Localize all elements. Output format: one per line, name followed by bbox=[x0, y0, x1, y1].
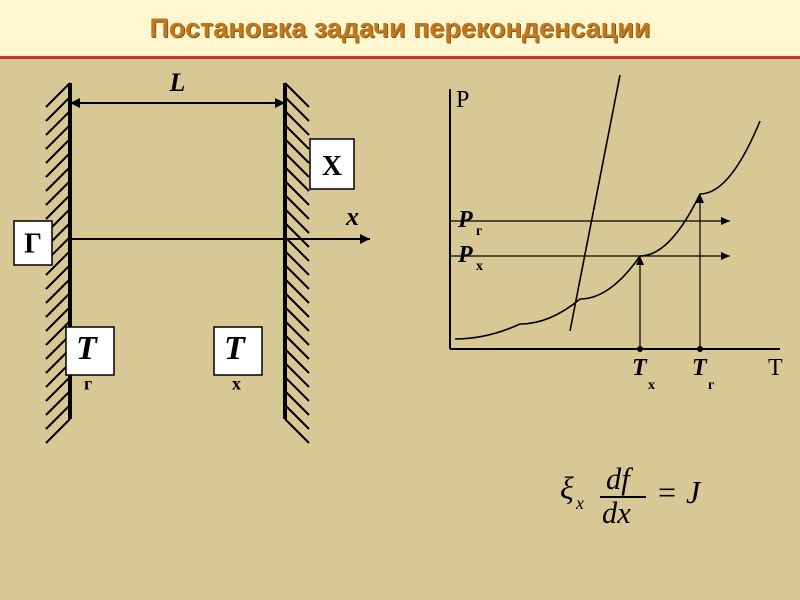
Tg-label: T bbox=[692, 355, 708, 381]
eq-num: df bbox=[606, 462, 633, 496]
eq-xi: ξ bbox=[560, 470, 574, 506]
x-label: x bbox=[345, 202, 359, 231]
title-text: Постановка задачи переконденсации bbox=[0, 0, 800, 56]
P-axis-label: P bbox=[456, 87, 469, 113]
Tx-sub: х bbox=[648, 378, 655, 393]
T-chi-sub: х bbox=[232, 374, 241, 394]
Tx-label: T bbox=[632, 355, 648, 381]
Pg-sub: г bbox=[476, 224, 482, 239]
Tg-sub: г bbox=[708, 378, 714, 393]
eq-xi-sub: x bbox=[575, 493, 584, 513]
T-axis-label: T bbox=[768, 355, 783, 381]
chi-label: Х bbox=[322, 151, 342, 182]
eq-J: J bbox=[686, 474, 702, 510]
steep-line bbox=[570, 75, 620, 331]
eq-den: dx bbox=[602, 496, 631, 530]
gamma-label: Г bbox=[24, 229, 42, 260]
main-area: LxГХTгTхPTTхTгPхPгξxdfdx=J bbox=[0, 59, 800, 600]
title-band: Постановка задачи переконденсации bbox=[0, 0, 800, 56]
Px-label: P bbox=[457, 242, 473, 268]
main-svg: LxГХTгTхPTTхTгPхPгξxdfdx=J bbox=[0, 59, 800, 599]
T-chi-main: T bbox=[224, 330, 246, 367]
eq-equals: = bbox=[658, 474, 676, 510]
T-gamma-main: T bbox=[76, 330, 98, 367]
saturation-curve bbox=[455, 121, 760, 339]
T-gamma-sub: г bbox=[84, 374, 92, 394]
Pg-label: P bbox=[457, 207, 473, 233]
L-label: L bbox=[169, 68, 186, 97]
page-root: Постановка задачи переконденсации Lx Г Х Tг… bbox=[0, 0, 800, 600]
Px-sub: х bbox=[476, 259, 483, 274]
